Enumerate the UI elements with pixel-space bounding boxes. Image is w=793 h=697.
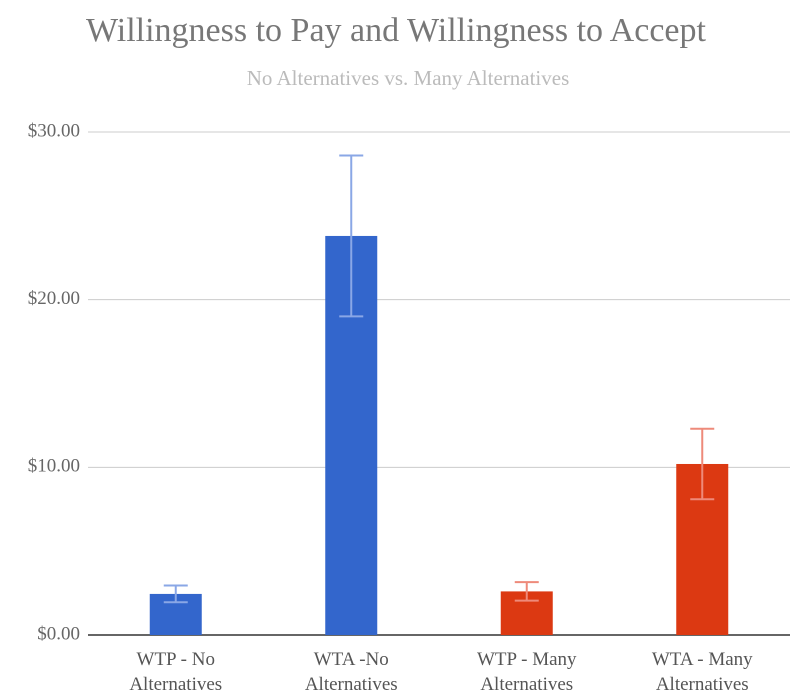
error-bar [339,154,364,318]
x-tick-label: WTA -No Alternatives [304,649,398,695]
chart-title: Willingness to Pay and Willingness to Ac… [86,12,706,49]
y-tick-label: $10.00 [28,456,80,477]
y-tick-label: $30.00 [28,120,80,141]
error-bar [514,581,539,602]
y-tick-label: $0.00 [37,623,80,644]
error-bar [690,427,715,501]
y-tick-label: $20.00 [28,288,80,309]
error-bar [163,584,188,604]
chart-subtitle: No Alternatives vs. Many Alternatives [247,66,570,90]
x-tick-label: WTP - Many Alternatives [476,649,577,695]
x-tick-label: WTA - Many Alternatives [651,649,753,695]
x-tick-label: WTP - No Alternatives [129,649,223,695]
